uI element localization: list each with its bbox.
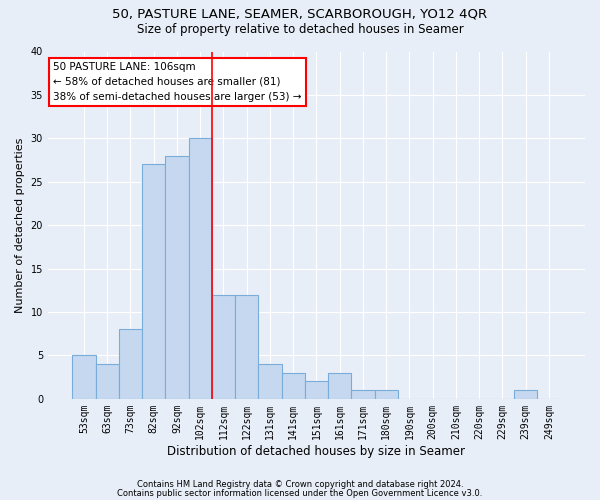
Bar	[328, 373, 352, 399]
Text: 50 PASTURE LANE: 106sqm
← 58% of detached houses are smaller (81)
38% of semi-de: 50 PASTURE LANE: 106sqm ← 58% of detache…	[53, 62, 302, 102]
Bar	[73, 356, 95, 399]
Bar	[142, 164, 166, 399]
Bar	[305, 382, 328, 399]
Bar	[119, 330, 142, 399]
Bar	[514, 390, 538, 399]
Bar	[188, 138, 212, 399]
Bar	[352, 390, 374, 399]
Bar	[95, 364, 119, 399]
Bar	[281, 373, 305, 399]
Bar	[259, 364, 281, 399]
Text: Contains public sector information licensed under the Open Government Licence v3: Contains public sector information licen…	[118, 488, 482, 498]
Bar	[235, 294, 259, 399]
Bar	[374, 390, 398, 399]
Bar	[166, 156, 188, 399]
Y-axis label: Number of detached properties: Number of detached properties	[15, 138, 25, 313]
Text: Contains HM Land Registry data © Crown copyright and database right 2024.: Contains HM Land Registry data © Crown c…	[137, 480, 463, 489]
Bar	[212, 294, 235, 399]
X-axis label: Distribution of detached houses by size in Seamer: Distribution of detached houses by size …	[167, 444, 466, 458]
Text: 50, PASTURE LANE, SEAMER, SCARBOROUGH, YO12 4QR: 50, PASTURE LANE, SEAMER, SCARBOROUGH, Y…	[112, 8, 488, 20]
Text: Size of property relative to detached houses in Seamer: Size of property relative to detached ho…	[137, 22, 463, 36]
